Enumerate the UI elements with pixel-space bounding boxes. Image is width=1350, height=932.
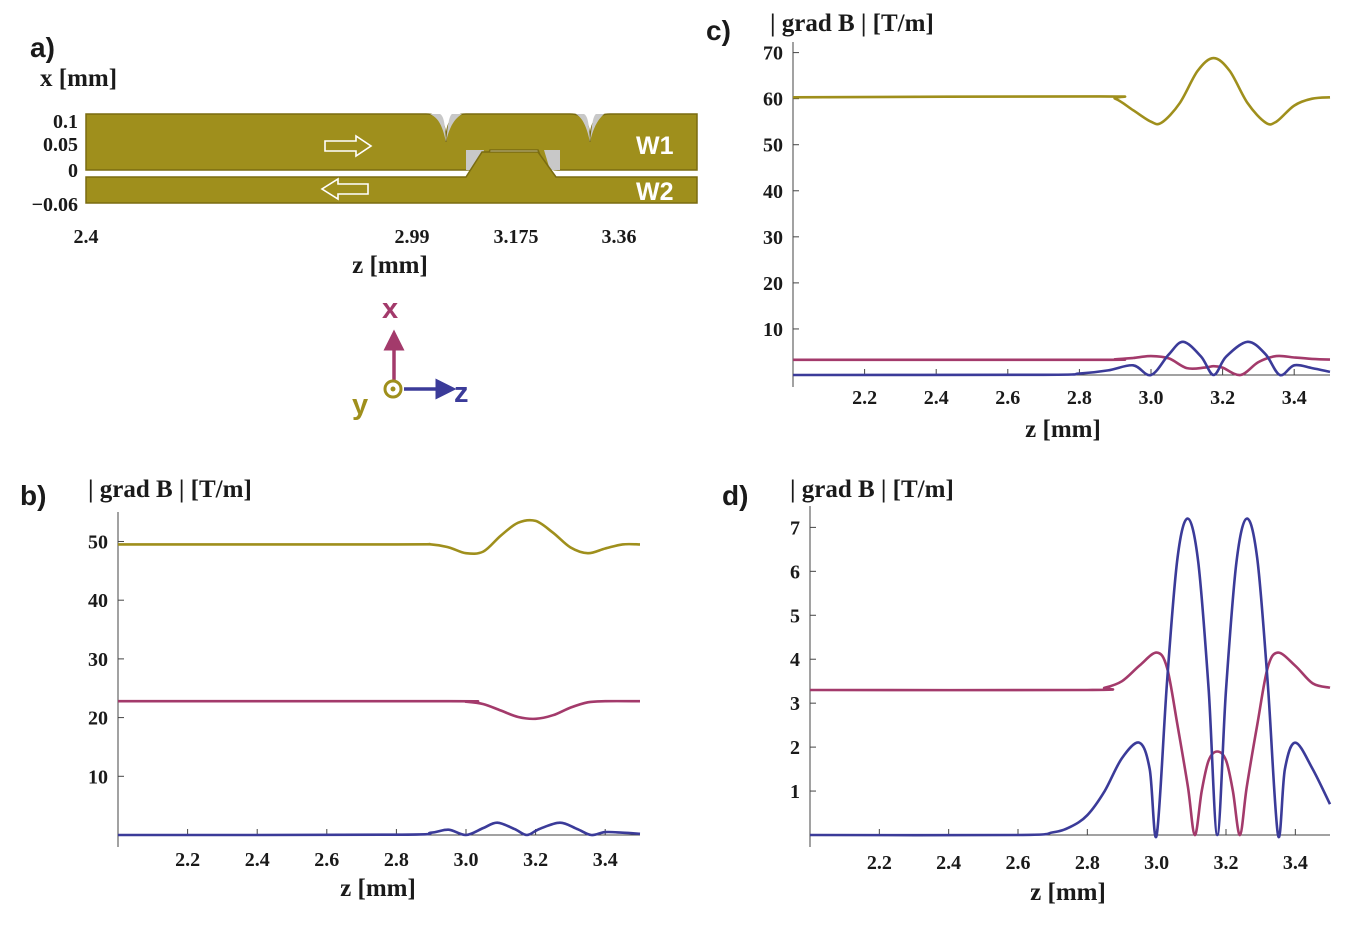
x-tick-label: 3.4 — [1283, 852, 1308, 874]
x-tick-label: 3.4 — [593, 849, 618, 871]
y-tick-label: 50 — [88, 531, 108, 553]
y-tick-label: 7 — [790, 517, 800, 539]
notch-gap — [576, 114, 590, 142]
series-line-magenta — [117, 699, 641, 721]
series-line-magenta — [792, 354, 1331, 377]
x-tick-label: 2.8 — [384, 849, 409, 871]
y-tick-label: 60 — [763, 89, 783, 111]
y-tick-label: 3 — [790, 693, 800, 715]
panel-a-ytick: 0.1 — [53, 111, 78, 133]
x-tick-label: 3.4 — [1282, 387, 1307, 409]
y-tick-label: 50 — [763, 135, 783, 157]
wire-w2 — [85, 151, 698, 204]
panel-c-label: c) — [706, 15, 731, 46]
axis-y-label: y — [352, 389, 368, 421]
panel-a-label: a) — [30, 32, 55, 63]
x-tick-label: 2.4 — [924, 387, 949, 409]
panel-a-ylabel: x [mm] — [40, 65, 117, 92]
axis-z-label: z — [454, 377, 469, 409]
panel-b-label: b) — [20, 480, 46, 511]
x-tick-label: 2.4 — [936, 852, 961, 874]
y-tick-label: 40 — [763, 181, 783, 203]
wire-w1-label: W1 — [636, 132, 674, 160]
panel-a-xtick: 3.175 — [494, 226, 539, 248]
y-axis-title: | grad B | [T/m] — [790, 476, 954, 503]
series-line-olive — [118, 518, 641, 556]
series-line-olive — [792, 56, 1331, 126]
x-tick-label: 2.6 — [995, 387, 1020, 409]
wire-w2-label: W2 — [636, 178, 674, 206]
series-line-blue — [792, 340, 1331, 377]
x-tick-label: 2.6 — [1006, 852, 1031, 874]
notch-gap — [430, 114, 446, 142]
panel-a-ytick: −0.06 — [32, 194, 78, 216]
y-tick-label: 20 — [763, 273, 783, 295]
y-axis-title: | grad B | [T/m] — [770, 10, 934, 37]
notch-gap — [544, 150, 560, 170]
y-tick-label: 5 — [790, 605, 800, 627]
panel-a-xtick: 3.36 — [602, 226, 637, 248]
panel-a-xlabel: z [mm] — [352, 252, 428, 279]
panel-d: d) | grad B | [T/m] z [mm] 1 2 3 4 5 6 7 2.2 2.4 2.6… — [722, 476, 1332, 906]
series-line-magenta — [809, 651, 1331, 837]
x-tick-label: 2.4 — [245, 849, 270, 871]
x-tick-label: 2.8 — [1075, 852, 1100, 874]
y-tick-label: 40 — [88, 590, 108, 612]
panel-d-label: d) — [722, 480, 748, 511]
y-axis-title: | grad B | [T/m] — [88, 476, 252, 503]
y-tick-label: 2 — [790, 737, 800, 759]
x-tick-label: 2.2 — [175, 849, 200, 871]
axis-y-dot-icon — [390, 386, 396, 392]
y-tick-label: 1 — [790, 781, 800, 803]
x-tick-label: 3.2 — [1210, 387, 1235, 409]
notch-gap — [446, 114, 462, 142]
x-tick-label: 2.6 — [314, 849, 339, 871]
x-axis-title: z [mm] — [1025, 416, 1101, 443]
x-tick-label: 3.0 — [1139, 387, 1164, 409]
series-line-blue — [117, 821, 641, 837]
axis-y-out-of-plane-icon — [383, 379, 403, 399]
y-tick-label: 20 — [88, 708, 108, 730]
current-arrow-right — [324, 134, 373, 158]
panel-a-ytick: 0.05 — [43, 134, 78, 156]
notch-gap — [590, 114, 604, 142]
panel-a: a) x [mm] 0.1 0.05 0 −0.06 W1 W2 2.4 2.9… — [30, 32, 698, 421]
axes-triad: x z y — [352, 293, 469, 421]
x-axis-title: z [mm] — [340, 875, 416, 902]
y-tick-label: 10 — [763, 319, 783, 341]
panel-b: b) | grad B | [T/m] z [mm] 10 20 30 40 50 2.2 2.4… — [20, 476, 641, 902]
wire-w1 — [85, 113, 698, 171]
axis-x-label: x — [382, 293, 398, 325]
panel-c: c) | grad B | [T/m] z [mm] 10 20 30 40 50 60 70 2.… — [706, 10, 1331, 443]
series-line-blue — [809, 517, 1332, 839]
y-tick-label: 4 — [790, 649, 800, 671]
x-tick-label: 3.0 — [454, 849, 479, 871]
x-axis-title: z [mm] — [1030, 879, 1106, 906]
panel-a-ytick: 0 — [68, 160, 78, 182]
x-tick-label: 3.0 — [1144, 852, 1169, 874]
panel-a-xtick: 2.99 — [395, 226, 430, 248]
x-tick-label: 2.8 — [1067, 387, 1092, 409]
current-arrow-left — [320, 177, 369, 201]
y-tick-label: 6 — [790, 561, 800, 583]
x-tick-label: 3.2 — [1214, 852, 1239, 874]
x-tick-label: 2.2 — [867, 852, 892, 874]
x-tick-label: 2.2 — [852, 387, 877, 409]
panel-a-xtick: 2.4 — [74, 226, 99, 248]
y-tick-label: 30 — [88, 649, 108, 671]
y-tick-label: 10 — [88, 766, 108, 788]
y-tick-label: 70 — [763, 43, 783, 65]
x-tick-label: 3.2 — [523, 849, 548, 871]
y-tick-label: 30 — [763, 227, 783, 249]
